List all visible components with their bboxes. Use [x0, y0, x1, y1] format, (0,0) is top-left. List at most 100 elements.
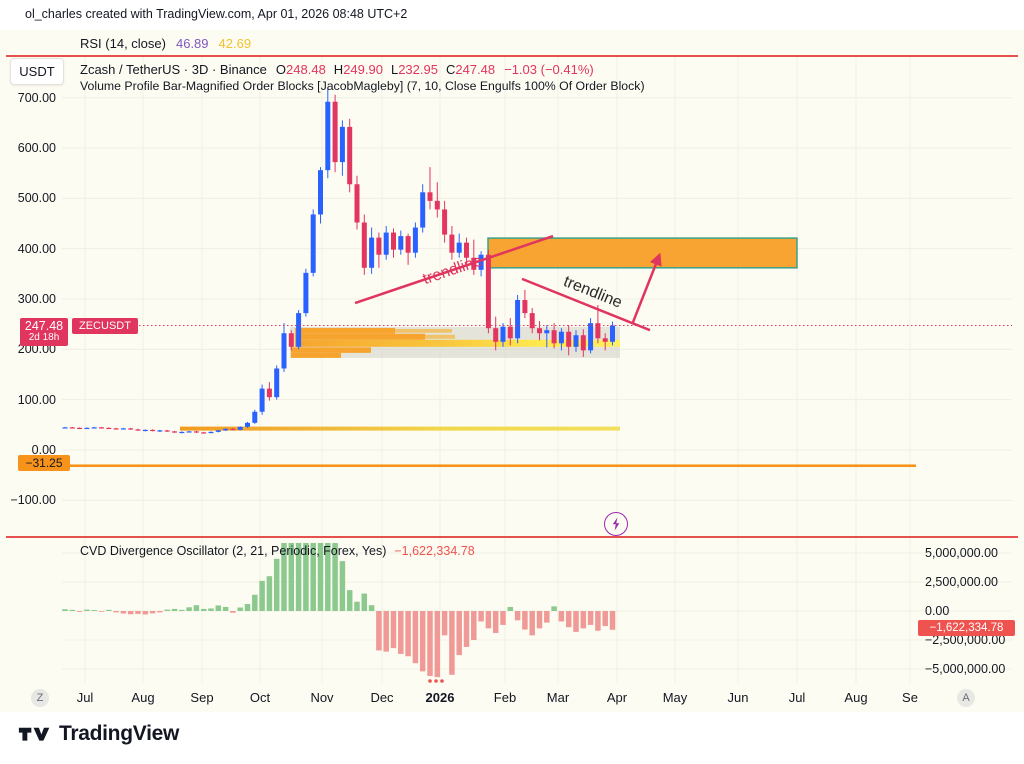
candle — [62, 427, 68, 429]
cvd-bar — [463, 611, 470, 647]
cvd-indicator-row[interactable]: CVD Divergence Oscillator (2, 21, Period… — [80, 544, 475, 558]
cvd-bar — [84, 609, 90, 611]
cvd-bar — [179, 609, 185, 611]
candle — [522, 300, 528, 314]
ohlc-item: L232.95 — [390, 62, 438, 77]
cvd-bar — [383, 611, 389, 652]
symbol-header-row[interactable]: Zcash / TetherUS · 3D · Binance O248.48 H… — [80, 62, 594, 77]
price-axis-label: −100.00 — [10, 493, 56, 507]
candle — [164, 430, 170, 432]
time-axis-label: Oct — [249, 690, 271, 705]
candle — [420, 192, 426, 228]
time-axis-label: Mar — [546, 690, 570, 705]
pane-separator-bottom[interactable] — [6, 536, 1018, 538]
cvd-bar — [573, 611, 579, 632]
candle — [383, 232, 389, 255]
cvd-bar — [281, 543, 287, 611]
trendline-label[interactable]: trendline — [421, 252, 485, 288]
attribution-text: ol_charles created with TradingView.com,… — [25, 7, 408, 21]
cvd-bar — [288, 543, 295, 611]
candle — [551, 330, 557, 344]
candle — [566, 331, 572, 347]
rsi-indicator-row[interactable]: RSI (14, close) 46.89 42.69 — [80, 36, 251, 51]
candle — [537, 328, 542, 334]
cvd-bar — [478, 611, 484, 622]
time-axis-label: Jul — [788, 690, 806, 705]
cvd-bar — [514, 611, 521, 621]
collapsed-pane-dots[interactable] — [440, 679, 444, 683]
candle — [442, 209, 448, 235]
arrow-drawing[interactable] — [631, 252, 662, 323]
tradingview-logo-icon — [18, 727, 50, 741]
candle — [595, 323, 601, 339]
candle — [610, 325, 615, 342]
time-axis-label: Jul — [76, 690, 94, 705]
candle — [529, 313, 535, 329]
cvd-bar — [164, 609, 170, 611]
candle — [580, 335, 586, 351]
candle — [208, 431, 214, 434]
cvd-bar — [551, 606, 557, 611]
lightning-drawing-button[interactable] — [604, 512, 628, 536]
volume-profile-long-band[interactable] — [180, 426, 620, 431]
time-axis-label: Aug — [131, 690, 155, 705]
candle — [391, 232, 396, 250]
cvd-bar — [303, 543, 309, 611]
cvd-bar — [135, 611, 141, 614]
candle — [150, 429, 156, 432]
price-axis-label: 700.00 — [17, 91, 56, 105]
cvd-axis-label: 0.00 — [925, 604, 950, 618]
collapsed-pane-dots[interactable] — [428, 679, 432, 683]
candle — [434, 200, 440, 210]
cvd-bar — [325, 543, 331, 611]
candle — [230, 428, 236, 431]
cvd-bar — [222, 606, 229, 611]
time-axis-label: 2026 — [425, 690, 455, 705]
cvd-bar — [522, 611, 528, 630]
trendline-drawing[interactable] — [521, 277, 651, 332]
last-price: 247.48 — [24, 319, 64, 334]
cvd-bar — [602, 611, 608, 627]
cvd-bar — [91, 610, 97, 611]
candle — [259, 388, 265, 412]
candle — [398, 236, 404, 250]
candle — [588, 323, 594, 351]
time-axis-label: Se — [902, 690, 918, 705]
candle — [172, 431, 177, 433]
price-axis-label: 500.00 — [17, 191, 56, 205]
collapsed-pane-dots[interactable] — [434, 679, 438, 683]
cvd-bar — [419, 611, 426, 672]
cvd-bar — [149, 611, 156, 614]
cvd-bar — [332, 543, 338, 611]
pane-separator-top[interactable] — [6, 55, 1018, 57]
tradingview-logo[interactable]: TradingView — [18, 722, 179, 746]
time-axis-label: Jun — [727, 690, 749, 705]
trendline-drawing[interactable] — [354, 234, 554, 305]
time-axis-label: Dec — [370, 690, 394, 705]
volume-profile-row — [291, 347, 371, 353]
oscillator-level-line[interactable] — [30, 464, 916, 468]
candle — [135, 429, 141, 431]
cvd-bar — [376, 611, 382, 651]
cvd-bar — [595, 611, 601, 631]
cvd-bar — [200, 608, 207, 611]
cvd-bar — [230, 611, 236, 613]
candle — [493, 328, 499, 342]
candle — [296, 313, 302, 347]
candle — [354, 184, 360, 223]
indicator-title-row[interactable]: Volume Profile Bar-Magnified Order Block… — [80, 79, 645, 93]
cvd-axis-label: −2,500,000.00 — [925, 633, 1006, 647]
symbol-price-line-label: ZECUSDT — [72, 318, 138, 334]
cvd-bar — [368, 605, 375, 611]
cvd-bar — [361, 593, 368, 611]
bar-countdown: 2d 18h — [28, 332, 60, 344]
price-axis-label: 0.00 — [31, 443, 56, 457]
cvd-bar — [354, 601, 360, 611]
currency-badge[interactable]: USDT — [10, 58, 64, 85]
cvd-bar — [142, 611, 149, 615]
time-axis-label: Feb — [493, 690, 517, 705]
volume-profile-row-light — [395, 328, 452, 333]
cvd-bar — [193, 605, 200, 611]
